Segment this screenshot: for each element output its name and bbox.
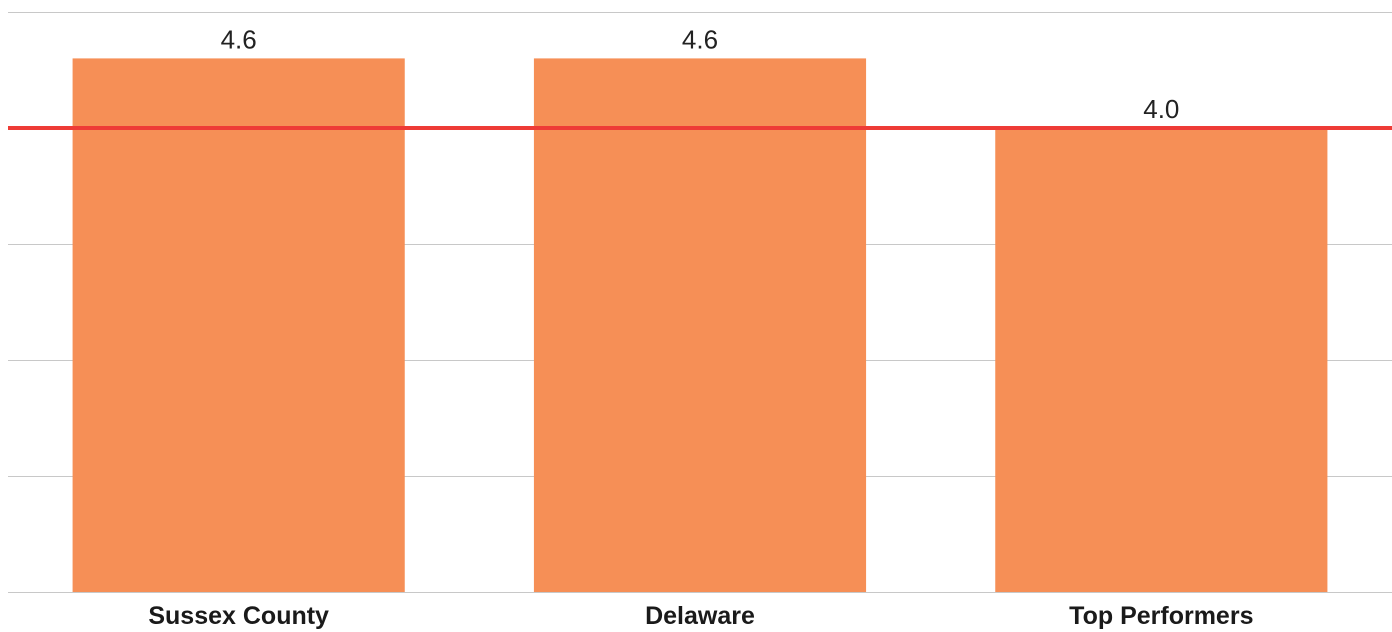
category-label: Delaware bbox=[645, 602, 755, 630]
bar bbox=[533, 58, 867, 592]
category-label: Top Performers bbox=[1069, 602, 1253, 630]
category-label: Sussex County bbox=[148, 602, 329, 630]
data-label: 4.6 bbox=[682, 24, 718, 54]
bar bbox=[72, 58, 405, 592]
value-labels: 4.6 4.6 4.0 bbox=[221, 24, 1180, 124]
category-labels: Sussex County Delaware Top Performers bbox=[148, 602, 1253, 630]
data-label: 4.6 bbox=[221, 24, 257, 54]
bar bbox=[995, 128, 1328, 592]
bars bbox=[72, 58, 1328, 592]
data-label: 4.0 bbox=[1143, 94, 1179, 124]
